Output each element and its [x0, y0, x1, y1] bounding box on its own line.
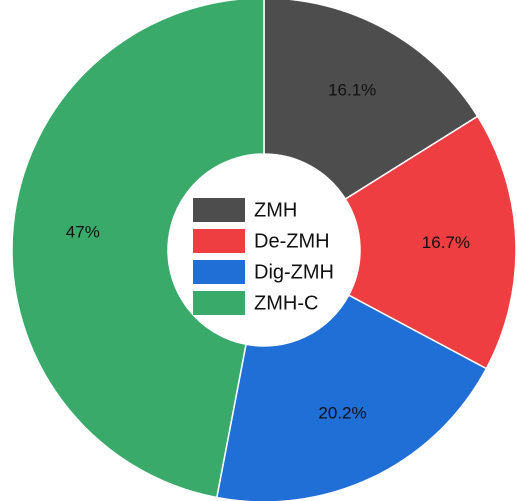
- legend-label: De-ZMH: [254, 230, 330, 252]
- slice: [11, 0, 265, 499]
- legend-swatch: [193, 198, 245, 222]
- legend-swatch: [193, 291, 245, 315]
- legend-swatch: [193, 260, 245, 284]
- value-label: 16.1%: [328, 80, 376, 99]
- legend-swatch: [193, 229, 245, 253]
- value-label: 16.7%: [422, 233, 470, 252]
- value-label: 47%: [66, 222, 100, 241]
- slice: [344, 115, 517, 370]
- legend-label: ZMH: [254, 199, 297, 221]
- legend-label: ZMH-C: [254, 292, 318, 314]
- slice: [215, 294, 488, 501]
- legend-label: Dig-ZMH: [254, 261, 334, 283]
- value-label: 20.2%: [318, 404, 366, 423]
